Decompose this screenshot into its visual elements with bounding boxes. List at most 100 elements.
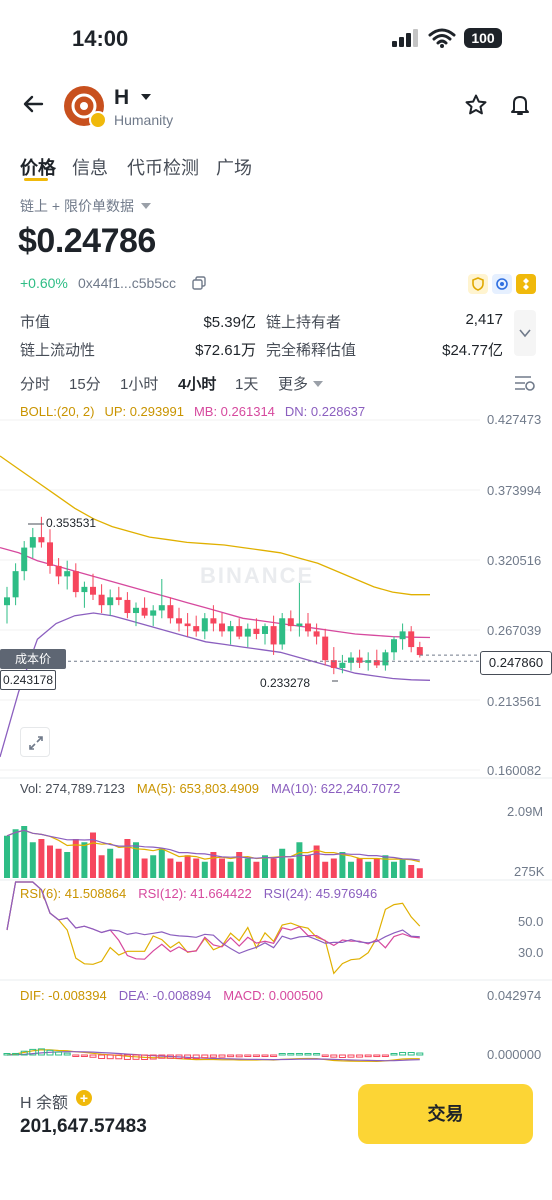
tab-info[interactable]: 信息 xyxy=(72,158,108,178)
candle-body-32 xyxy=(279,618,286,645)
candle-body-5 xyxy=(47,542,53,566)
volume-bar-32 xyxy=(279,848,286,878)
macd-hist-bar-48 xyxy=(416,1052,424,1056)
back-button[interactable] xyxy=(20,90,48,118)
macd-hist-bar-47 xyxy=(407,1052,415,1056)
candle-body-17 xyxy=(150,610,157,616)
volume-bar-33 xyxy=(287,858,294,878)
battery-icon: 100 xyxy=(464,28,502,48)
fullscreen-button[interactable] xyxy=(20,727,50,757)
token-symbol[interactable]: H xyxy=(114,86,130,109)
holders-value: 2,417 xyxy=(465,311,503,328)
rsi-lines xyxy=(6,881,421,975)
expand-stats-button[interactable] xyxy=(514,310,536,356)
candle-body-44 xyxy=(382,652,389,666)
rsi6-line xyxy=(6,881,421,975)
volume-bar-36 xyxy=(313,845,320,878)
macd-hist-bar-34 xyxy=(295,1053,303,1056)
caret-down-icon[interactable] xyxy=(140,92,152,102)
indicator-settings-icon[interactable] xyxy=(514,374,536,392)
macd-legend: DIF: -0.008394 DEA: -0.008894 MACD: 0.00… xyxy=(20,988,323,1003)
volume-bar-19 xyxy=(167,858,174,878)
macd-hist-bar-10 xyxy=(89,1054,97,1058)
volume-bar-22 xyxy=(193,858,200,878)
vol-tick-0: 2.09M xyxy=(507,804,544,819)
macd-hist-bar-5 xyxy=(46,1049,54,1056)
timeframe-15m[interactable]: 15分 xyxy=(69,376,101,393)
timeframe-1h[interactable]: 1小时 xyxy=(120,376,159,393)
audit-badge-icon[interactable] xyxy=(492,274,512,294)
volume-bar-30 xyxy=(262,855,268,878)
candle-body-0 xyxy=(4,597,10,606)
candles xyxy=(4,516,423,675)
timeframe-4h[interactable]: 4小时 xyxy=(178,376,217,393)
macd-hist-bar-1 xyxy=(12,1052,20,1056)
volume-bars xyxy=(4,826,423,878)
volume-bar-6 xyxy=(55,848,62,878)
volume-bar-21 xyxy=(184,855,191,878)
vol-legend: Vol: 274,789.7123 MA(5): 653,803.4909 MA… xyxy=(20,781,400,796)
volume-bar-1 xyxy=(12,829,19,878)
volume-bar-13 xyxy=(115,858,122,878)
volume-bar-41 xyxy=(356,858,363,878)
rsi24-line xyxy=(6,881,420,955)
timeframe-1d[interactable]: 1天 xyxy=(235,376,259,393)
timeframe-more[interactable]: 更多 xyxy=(278,373,324,394)
candle-body-41 xyxy=(356,657,363,663)
tab-square[interactable]: 广场 xyxy=(216,158,252,178)
volume-bar-3 xyxy=(29,842,36,878)
trade-button[interactable]: 交易 xyxy=(358,1084,533,1144)
macd-hist-bar-39 xyxy=(338,1054,346,1059)
candle-body-35 xyxy=(305,623,311,632)
battery-level: 100 xyxy=(471,30,495,46)
token-name: Humanity xyxy=(114,112,174,128)
volume-bar-10 xyxy=(90,832,96,878)
candle-body-13 xyxy=(115,597,122,600)
chevron-down-icon xyxy=(519,329,531,338)
macd-dif: DIF: -0.008394 xyxy=(20,988,107,1003)
macd-value: MACD: 0.000500 xyxy=(223,988,323,1003)
high-price-label: 0.353531 xyxy=(46,516,97,530)
volume-bar-37 xyxy=(322,861,329,878)
data-source-selector[interactable]: 链上 + 限价单数据 xyxy=(20,196,152,216)
macd-hist-bar-32 xyxy=(278,1053,286,1056)
cost-price-value: 0.243178 xyxy=(0,670,56,690)
vol-ma10: MA(10): 622,240.7072 xyxy=(270,781,401,796)
bnb-badge-icon[interactable] xyxy=(516,274,536,294)
candle-body-48 xyxy=(416,647,423,656)
last-price-tag: 0.247860 xyxy=(480,651,552,675)
add-balance-icon[interactable]: + xyxy=(76,1090,92,1106)
price-chart[interactable] xyxy=(0,400,552,1072)
volume-bar-17 xyxy=(150,855,157,878)
timeframe-time[interactable]: 分时 xyxy=(20,376,51,393)
signal-icon xyxy=(392,29,418,47)
balance-label: H 余额 xyxy=(20,1095,69,1112)
macd-hist-bar-23 xyxy=(201,1054,209,1059)
volume-bar-23 xyxy=(201,861,208,878)
bell-icon[interactable] xyxy=(508,93,532,117)
macd-hist-bar-33 xyxy=(287,1053,295,1056)
price-tick-0: 0.427473 xyxy=(487,412,542,427)
macd-hist-bar-36 xyxy=(313,1053,321,1056)
status-icons: 100 xyxy=(392,28,502,48)
binance-watermark: BINANCE xyxy=(200,563,315,588)
candle-body-25 xyxy=(219,623,225,632)
copy-icon[interactable] xyxy=(192,276,206,290)
macd-hist-bar-13 xyxy=(115,1054,123,1060)
candle-body-2 xyxy=(21,547,28,572)
price-marker-lines xyxy=(28,523,480,682)
vol-tick-1: 275K xyxy=(514,864,545,879)
candle-body-16 xyxy=(141,607,148,616)
volume-bar-46 xyxy=(399,858,406,878)
volume-bar-26 xyxy=(227,861,234,878)
timeframe-more-label: 更多 xyxy=(278,376,309,393)
macd-hist-bar-8 xyxy=(72,1054,80,1057)
tab-token-check[interactable]: 代币检测 xyxy=(127,158,199,178)
tab-price[interactable]: 价格 xyxy=(20,158,56,178)
star-icon[interactable] xyxy=(464,93,488,117)
shield-badge-icon[interactable] xyxy=(468,274,488,294)
macd-hist-bar-16 xyxy=(141,1054,149,1061)
macd-hist-bar-7 xyxy=(63,1052,71,1056)
price-tick-1: 0.373994 xyxy=(487,483,542,498)
macd-hist-bar-28 xyxy=(244,1054,252,1057)
